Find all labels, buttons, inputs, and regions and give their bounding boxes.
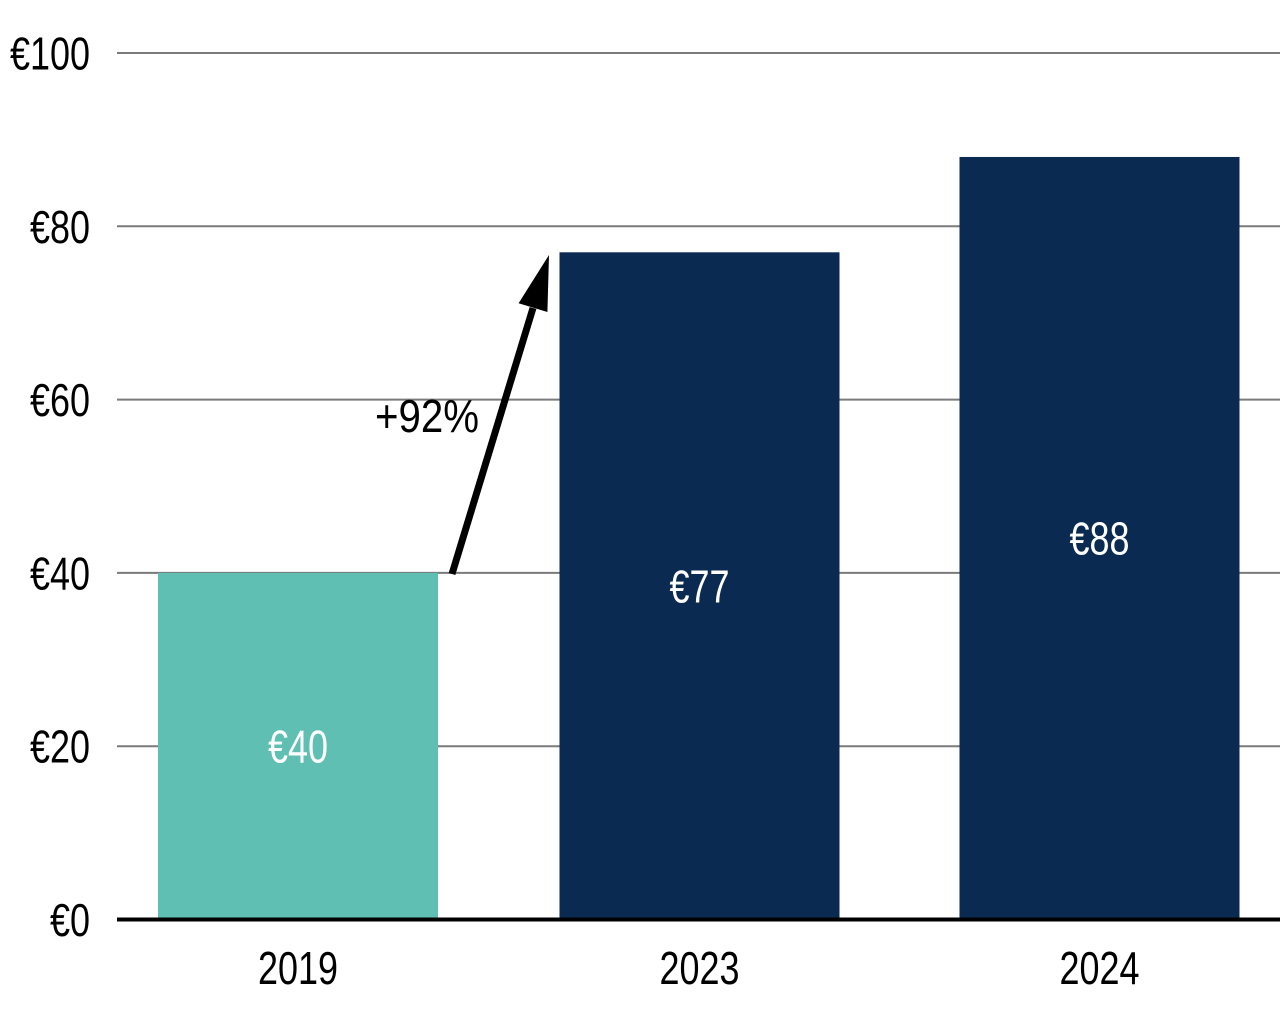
bar-2024 <box>959 156 1240 920</box>
x-tick-label-2019: 2019 <box>258 942 338 994</box>
bar-2023 <box>559 252 840 920</box>
x-tick-label-2024: 2024 <box>1060 942 1140 994</box>
y-tick-label-60: €60 <box>30 374 90 426</box>
x-tick-label-2023: 2023 <box>660 942 740 994</box>
y-tick-label-80: €80 <box>30 201 90 253</box>
bar-2019 <box>158 572 438 920</box>
y-tick-label-40: €40 <box>30 547 90 599</box>
y-tick-label-100: €100 <box>10 28 90 80</box>
bar-value-label-2019: €40 <box>268 721 328 773</box>
growth-arrow-head <box>518 255 549 312</box>
bar-value-label-2024: €88 <box>1070 513 1130 565</box>
y-tick-label-0: €0 <box>50 894 90 946</box>
y-tick-label-20: €20 <box>30 721 90 773</box>
growth-arrow-shaft <box>448 306 537 576</box>
growth-annotation-label: +92% <box>375 390 479 442</box>
bar-value-label-2023: €77 <box>670 560 730 612</box>
